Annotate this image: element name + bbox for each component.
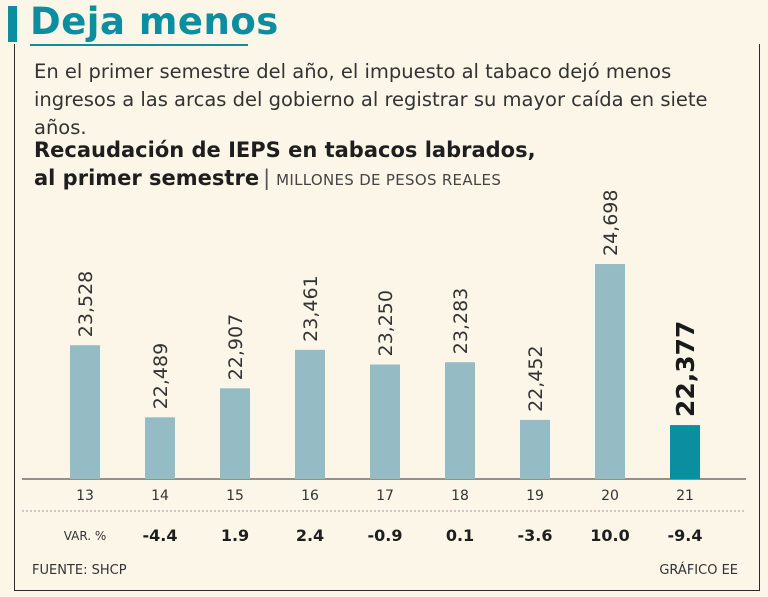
data-label-15: 22,907 — [225, 314, 247, 380]
chart-title: Recaudación de IEPS en tabacos labrados,… — [34, 138, 536, 190]
page-title: Deja menos — [30, 0, 279, 43]
variation-value-15: 1.9 — [221, 526, 249, 545]
source-note: FUENTE: SHCP — [32, 563, 127, 578]
x-tick-label-16: 16 — [301, 488, 319, 504]
x-tick-label-13: 13 — [76, 488, 94, 504]
title-underline — [30, 44, 248, 46]
variation-value-14: -4.4 — [143, 526, 178, 545]
bar-19 — [520, 419, 550, 479]
bar-20 — [595, 264, 625, 479]
data-label-13: 23,528 — [75, 271, 97, 337]
data-label-21: 22,377 — [671, 321, 700, 417]
bar-13 — [70, 345, 100, 479]
data-label-18: 23,283 — [450, 288, 472, 354]
data-label-14: 22,489 — [150, 343, 172, 409]
data-label-20: 24,698 — [600, 190, 622, 256]
variation-value-19: -3.6 — [518, 526, 553, 545]
data-label-16: 23,461 — [300, 275, 322, 341]
page-subtitle: En el primer semestre del año, el impues… — [34, 60, 708, 139]
bar-21 — [670, 425, 700, 479]
bar-17 — [370, 364, 400, 479]
variation-label: VAR. % — [64, 529, 107, 543]
data-label-17: 23,250 — [375, 290, 397, 356]
graphic-credit: GRÁFICO EE — [659, 563, 738, 578]
x-tick-label-20: 20 — [601, 488, 619, 504]
title-accent-bar — [8, 6, 17, 42]
variation-value-21: -9.4 — [668, 526, 703, 545]
x-tick-label-18: 18 — [451, 488, 469, 504]
variation-value-17: -0.9 — [368, 526, 403, 545]
data-label-19: 22,452 — [525, 345, 547, 411]
chart-unit: MILLONES DE PESOS REALES — [276, 171, 502, 189]
bar-15 — [220, 388, 250, 479]
bar-14 — [145, 417, 175, 479]
x-tick-label-17: 17 — [376, 488, 394, 504]
chart-title-line2: al primer semestre — [34, 166, 260, 190]
bar-16 — [295, 349, 325, 479]
content-frame — [14, 44, 760, 591]
variation-value-20: 10.0 — [590, 526, 629, 545]
x-tick-label-21: 21 — [676, 488, 694, 504]
x-tick-label-15: 15 — [226, 488, 244, 504]
bar-18 — [445, 362, 475, 479]
variation-value-18: 0.1 — [446, 526, 474, 545]
x-tick-label-19: 19 — [526, 488, 544, 504]
x-tick-label-14: 14 — [151, 488, 169, 504]
variation-value-16: 2.4 — [296, 526, 324, 545]
chart-title-line1: Recaudación de IEPS en tabacos labrados, — [34, 138, 536, 162]
